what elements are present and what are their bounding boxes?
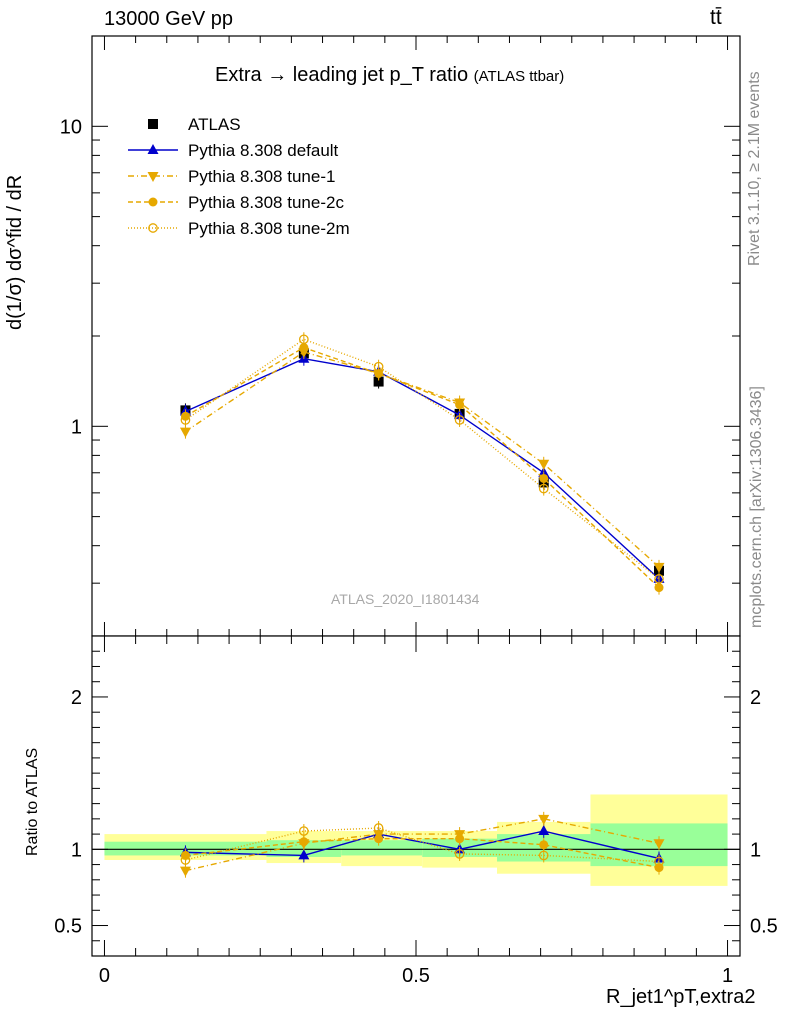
ratio-y-tick-label-right: 0.5 <box>750 916 778 938</box>
ratio-y-tick-label-left: 0.5 <box>54 916 82 938</box>
legend-label: ATLAS <box>188 115 241 134</box>
ratio-band-inner <box>341 840 423 856</box>
ratio-point-tune2m <box>180 855 191 865</box>
ratio-point-tune2m <box>298 826 309 836</box>
ratio-point-tune2m <box>538 850 549 861</box>
ratio-y-tick-label-right: 1 <box>750 839 761 861</box>
ratio-line-default <box>185 830 660 860</box>
rivet-version-label: Rivet 3.1.10, ≥ 2.1M events <box>746 71 763 266</box>
process-label: tt̄ <box>710 6 722 29</box>
main-point-tune2m <box>180 415 191 425</box>
ratio-y-tick-label-left: 1 <box>71 839 82 861</box>
ratio-series-tune2m <box>180 821 664 869</box>
watermark: ATLAS_2020_I1801434 <box>331 591 480 607</box>
legend-marker <box>147 172 159 182</box>
legend-marker <box>147 144 159 154</box>
chart-title-suffix: (ATLAS ttbar) <box>473 68 565 85</box>
main-point-tune2m <box>373 361 384 372</box>
ratio-y-tick-label-right: 2 <box>750 687 761 709</box>
legend: ATLAS Pythia 8.308 default Pythia 8.308 tu… <box>128 115 350 238</box>
legend-label: Pythia 8.308 tune-2c <box>188 193 344 212</box>
x-tick-label: 0.5 <box>402 965 430 987</box>
ratio-point-default <box>538 825 550 836</box>
main-point-tune2c <box>654 583 664 593</box>
main-point-tune1 <box>179 427 191 438</box>
main-point-tune2m <box>298 334 309 345</box>
ratio-point-default <box>298 849 310 860</box>
main-point-tune2m <box>454 415 465 425</box>
x-tick-label: 1 <box>722 965 733 987</box>
ratio-panel-bands <box>92 636 740 956</box>
main-panel-area <box>92 36 740 636</box>
ratio-point-tune1 <box>179 866 191 877</box>
ratio-panel-series <box>179 811 665 878</box>
legend-entry-tune2c: Pythia 8.308 tune-2c <box>128 193 344 212</box>
main-line-default <box>185 357 660 580</box>
y-axis-title-main: d(1/σ) dσ^fid / dR <box>4 174 26 330</box>
legend-entry-data: ATLAS <box>148 115 241 134</box>
main-panel-series <box>179 332 665 595</box>
main-series-tune2m <box>180 332 664 586</box>
legend-entry-tune1: Pythia 8.308 tune-1 <box>128 167 335 186</box>
legend-entry-tune2m: Pythia 8.308 tune-2m <box>128 219 350 238</box>
x-axis-title: R_jet1^pT,extra2 <box>606 986 756 1008</box>
main-point-tune2c <box>299 343 309 353</box>
main-point-tune2m <box>538 483 549 494</box>
main-point-tune1 <box>538 459 550 470</box>
mcplots-label: mcplots.cern.ch [arXiv:1306.3436] <box>748 386 765 628</box>
legend-marker <box>148 197 158 207</box>
main-line-tune2c <box>185 346 660 589</box>
main-point-tune2m <box>654 574 664 584</box>
main-panel-background <box>92 36 740 636</box>
main-point-tune1 <box>653 562 665 573</box>
ratio-point-tune2c <box>299 837 309 847</box>
chart-title: Extra → leading jet p_T ratio (ATLAS ttb… <box>215 64 564 87</box>
ratio-line-tune2c <box>185 837 660 869</box>
ratio-point-tune2c <box>455 834 465 844</box>
energy-label: 13000 GeV pp <box>104 8 233 30</box>
legend-label: Pythia 8.308 tune-2m <box>188 219 350 238</box>
ratio-point-tune2m <box>454 849 465 859</box>
ratio-point-tune2m <box>654 856 664 867</box>
main-point-tune2c <box>539 473 549 483</box>
ratio-point-tune2c <box>374 834 384 844</box>
ratio-panel-axes: 0.5 0.5 1 1 2 2 0 0.5 1 <box>54 635 778 987</box>
legend-label: Pythia 8.308 tune-1 <box>188 167 335 186</box>
legend-entry-default: Pythia 8.308 default <box>128 141 339 160</box>
ratio-point-tune2m <box>373 823 384 833</box>
ratio-y-tick-label-left: 2 <box>71 687 82 709</box>
legend-label: Pythia 8.308 default <box>188 141 339 160</box>
ratio-point-tune2c <box>539 840 549 850</box>
ratio-point-tune1 <box>653 839 665 850</box>
ratio-point-tune1 <box>538 814 550 825</box>
main-point-tune2c <box>455 400 465 410</box>
legend-marker <box>148 119 158 129</box>
ratio-line-tune1 <box>185 818 660 872</box>
legend-marker <box>148 223 158 233</box>
main-y-tick-label: 1 <box>71 416 82 438</box>
main-y-tick-label: 10 <box>60 116 82 138</box>
main-line-tune1 <box>185 351 660 568</box>
main-point-data <box>373 376 384 387</box>
x-tick-label: 0 <box>99 965 110 987</box>
chart-title-text: Extra → leading jet p_T ratio <box>215 64 469 86</box>
y-axis-title-ratio: Ratio to ATLAS <box>24 747 41 856</box>
